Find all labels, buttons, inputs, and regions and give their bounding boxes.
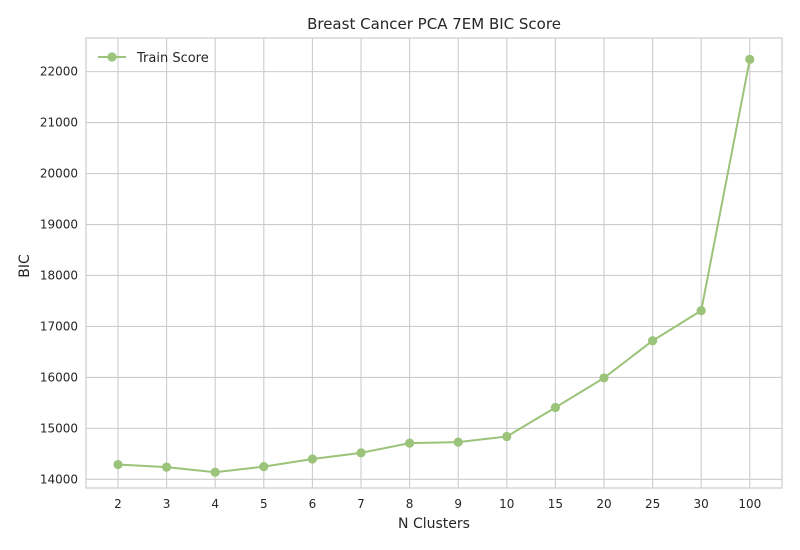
y-tick-label: 18000	[40, 268, 78, 282]
x-axis-label: N Clusters	[398, 516, 470, 532]
data-point	[259, 461, 269, 472]
x-tick-label: 9	[454, 497, 462, 511]
data-point	[599, 373, 609, 383]
x-tick-label: 100	[738, 497, 761, 511]
y-tick-label: 20000	[40, 167, 78, 181]
legend-label: Train Score	[136, 51, 209, 66]
x-tick-label: 8	[406, 497, 414, 511]
y-tick-label: 21000	[40, 116, 78, 130]
series-line	[117, 59, 751, 474]
x-tick-label: 3	[163, 497, 171, 511]
x-tick-label: 10	[499, 497, 514, 511]
tick-labels: 2 3 4 5 6 7 8 9 10 15 20 25 30 100 14000 15000 16000 1700…	[40, 65, 761, 511]
y-tick-label: 17000	[40, 319, 78, 333]
x-tick-label: 5	[260, 497, 268, 511]
x-tick-label: 4	[211, 497, 219, 511]
x-tick-label: 30	[694, 497, 709, 511]
x-tick-label: 15	[548, 497, 563, 511]
x-tick-label: 6	[309, 497, 317, 511]
y-tick-label: 19000	[40, 218, 78, 232]
x-tick-label: 25	[645, 497, 660, 511]
data-point	[453, 437, 463, 447]
data-point	[356, 448, 366, 458]
y-axis-label: BIC	[17, 254, 33, 278]
plot-frame	[85, 37, 783, 489]
data-point	[745, 54, 755, 65]
y-tick-label: 14000	[40, 472, 78, 486]
data-point	[307, 454, 317, 464]
legend: Train Score	[98, 51, 209, 66]
data-point	[502, 431, 512, 442]
legend-marker-swatch	[107, 52, 117, 62]
x-tick-label: 20	[596, 497, 611, 511]
data-point	[405, 438, 415, 448]
data-point	[162, 462, 172, 472]
data-point	[113, 459, 123, 470]
grid-layer	[86, 38, 782, 488]
series-layer	[113, 54, 755, 477]
data-point	[210, 467, 220, 477]
x-tick-label: 7	[357, 497, 365, 511]
y-tick-label: 22000	[40, 65, 78, 79]
data-point	[648, 336, 658, 346]
x-tick-label: 2	[114, 497, 122, 511]
y-tick-label: 15000	[40, 421, 78, 435]
y-tick-label: 16000	[40, 370, 78, 384]
data-point	[696, 306, 706, 316]
chart-title: Breast Cancer PCA 7EM BIC Score	[307, 15, 561, 33]
data-point	[550, 402, 561, 413]
